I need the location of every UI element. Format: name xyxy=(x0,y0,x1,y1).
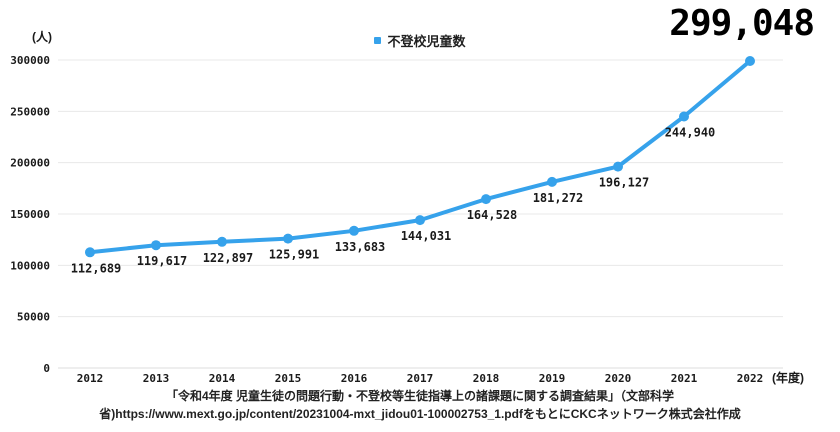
source-caption-line1: 「令和4年度 児童生徒の問題行動・不登校等生徒指導上の諸課題に関する調査結果」（… xyxy=(165,389,674,403)
x-tick-label: 2015 xyxy=(275,372,302,385)
y-tick-label: 100000 xyxy=(10,259,50,272)
y-tick-label: 300000 xyxy=(10,54,50,67)
data-point xyxy=(481,194,491,205)
x-axis-unit: (年度) xyxy=(772,370,804,385)
data-point-label: 144,031 xyxy=(401,229,452,243)
data-point xyxy=(151,240,161,251)
data-point xyxy=(745,56,755,66)
x-tick-label: 2020 xyxy=(605,372,632,385)
data-point-label: 133,683 xyxy=(335,240,386,254)
x-tick-label: 2016 xyxy=(341,372,368,385)
y-tick-label: 50000 xyxy=(17,311,50,324)
x-tick-label: 2014 xyxy=(209,372,236,385)
data-point xyxy=(85,247,95,258)
source-caption: 「令和4年度 児童生徒の問題行動・不登校等生徒指導上の諸課題に関する調査結果」（… xyxy=(0,387,840,423)
data-point xyxy=(547,176,557,187)
data-point-label: 112,689 xyxy=(71,261,122,275)
x-tick-label: 2017 xyxy=(407,372,434,385)
data-point xyxy=(679,111,689,122)
y-tick-label: 200000 xyxy=(10,157,50,170)
line-chart: 0 50000 100000 150000 200000 250000 300000 (人) (… xyxy=(10,29,804,385)
source-caption-line2: 省)https://www.mext.go.jp/content/2023100… xyxy=(99,407,741,421)
legend-label: 不登校児童数 xyxy=(387,34,466,49)
y-tick-label: 0 xyxy=(43,362,50,375)
legend: 不登校児童数 xyxy=(0,31,840,50)
highlight-value: 299,048 xyxy=(669,3,815,44)
data-point xyxy=(349,225,359,236)
x-tick-label: 2019 xyxy=(539,372,566,385)
data-point xyxy=(217,236,227,247)
y-axis-unit: (人) xyxy=(32,29,52,44)
data-point xyxy=(283,233,293,244)
data-point-label: 119,617 xyxy=(137,254,188,268)
y-tick-label: 150000 xyxy=(10,208,50,221)
data-point xyxy=(613,161,623,172)
y-tick-label: 250000 xyxy=(10,105,50,118)
x-tick-label: 2012 xyxy=(77,372,104,385)
legend-marker-icon xyxy=(374,37,382,44)
x-tick-label: 2018 xyxy=(473,372,500,385)
data-point xyxy=(415,215,425,226)
data-point-label: 125,991 xyxy=(269,248,320,262)
data-point-label: 164,528 xyxy=(467,208,518,222)
x-tick-label: 2021 xyxy=(671,372,698,385)
x-tick-label: 2013 xyxy=(143,372,170,385)
data-point-label: 122,897 xyxy=(203,251,254,265)
data-point-label: 244,940 xyxy=(665,126,716,140)
x-tick-label: 2022 xyxy=(737,372,764,385)
data-point-label: 196,127 xyxy=(599,176,650,190)
data-point-label: 181,272 xyxy=(533,191,584,205)
